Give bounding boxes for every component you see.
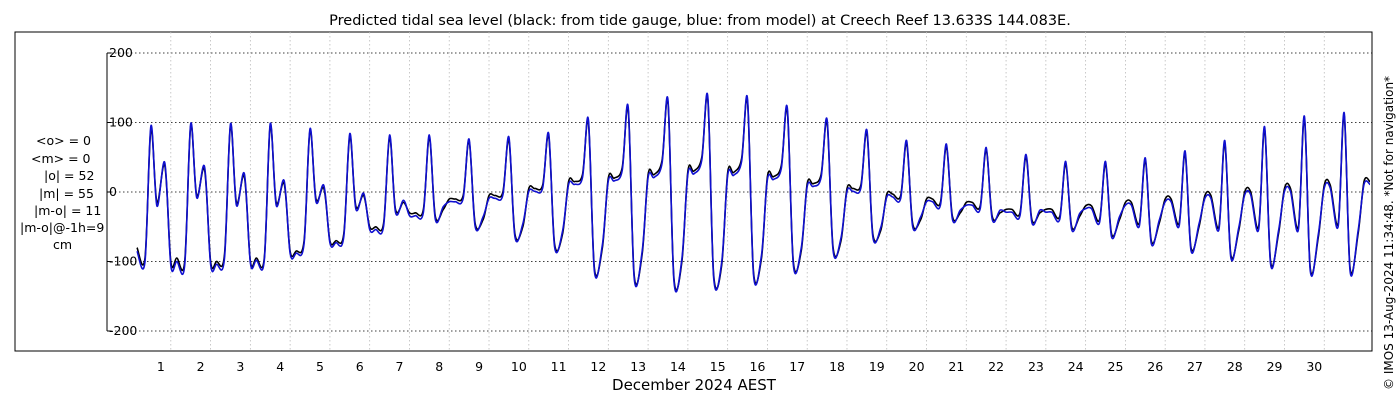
x-tick-label: 10 (511, 359, 527, 374)
x-tick-label: 5 (316, 359, 324, 374)
stat-abs-model: |m| = 55 (39, 186, 94, 201)
stat-abs-observed: |o| = 52 (44, 168, 95, 183)
x-tick-label: 30 (1306, 359, 1322, 374)
x-tick-label: 1 (157, 359, 165, 374)
x-tick-label: 12 (590, 359, 606, 374)
y-axis: -200 -100 0 100 200 (106, 45, 137, 338)
x-tick-label: 9 (475, 359, 483, 374)
chart-title: Predicted tidal sea level (black: from t… (329, 13, 1071, 29)
x-tick-label: 22 (988, 359, 1004, 374)
stat-unit: cm (53, 237, 73, 252)
x-tick-label: 7 (396, 359, 404, 374)
grid (107, 32, 1372, 351)
x-tick-label: 4 (276, 359, 284, 374)
x-tick-label: 3 (236, 359, 244, 374)
y-tick-label: 0 (109, 184, 117, 199)
stat-abs-difference: |m-o| = 11 (34, 203, 102, 218)
y-tick-label: -100 (109, 254, 137, 269)
stat-abs-difference-lag: |m-o|@-1h=9 (20, 220, 105, 235)
y-tick-label: 200 (109, 45, 133, 60)
x-axis: 1 2 3 4 5 6 7 8 9 10 11 12 13 14 15 16 17 18 19 20 21 22 23 24 2… (157, 359, 1322, 374)
x-tick-label: 2 (197, 359, 205, 374)
x-tick-label: 24 (1068, 359, 1084, 374)
x-tick-label: 13 (630, 359, 646, 374)
series-group (136, 92, 1371, 293)
x-tick-label: 11 (551, 359, 567, 374)
x-tick-label: 6 (356, 359, 364, 374)
x-tick-label: 8 (435, 359, 443, 374)
x-tick-label: 25 (1108, 359, 1124, 374)
x-axis-label: December 2024 AEST (612, 376, 777, 394)
x-tick-label: 15 (710, 359, 726, 374)
credit-text: © IMOS 13-Aug-2024 11:34:48. *Not for na… (1382, 76, 1396, 390)
x-tick-label: 19 (869, 359, 885, 374)
stat-mean-observed: <o> = 0 (36, 133, 91, 148)
y-tick-label: 100 (109, 115, 133, 130)
x-tick-label: 27 (1187, 359, 1203, 374)
y-tick-label: -200 (109, 323, 137, 338)
x-tick-label: 14 (670, 359, 686, 374)
stat-mean-model: <m> = 0 (31, 151, 91, 166)
x-tick-label: 21 (948, 359, 964, 374)
x-tick-label: 17 (789, 359, 805, 374)
x-tick-label: 20 (909, 359, 925, 374)
outer-frame (14, 31, 1373, 352)
x-tick-label: 23 (1028, 359, 1044, 374)
x-tick-label: 29 (1267, 359, 1283, 374)
x-tick-label: 16 (750, 359, 766, 374)
x-tick-label: 26 (1147, 359, 1163, 374)
series-line-model (136, 92, 1371, 293)
x-tick-label: 28 (1227, 359, 1243, 374)
x-tick-label: 18 (829, 359, 845, 374)
